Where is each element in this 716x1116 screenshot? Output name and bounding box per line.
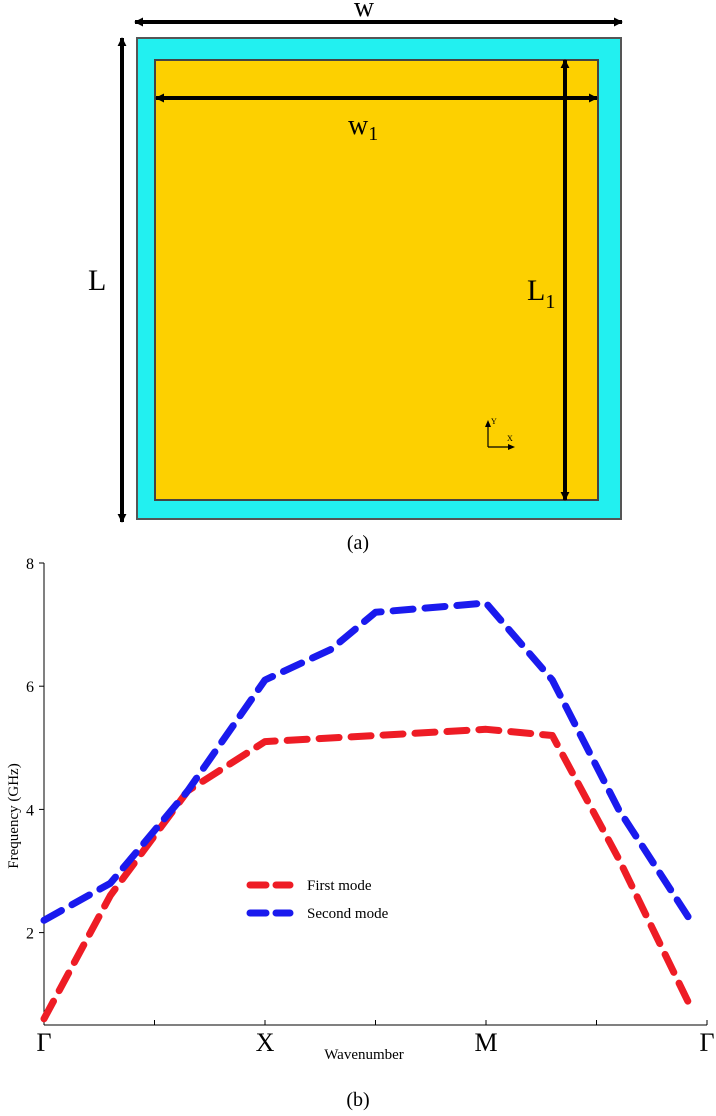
y-tick-label: 2 (26, 926, 34, 943)
caption-b: (b) (346, 1089, 369, 1111)
y-tick-label: 6 (26, 679, 34, 696)
axis-y-label: Y (491, 417, 497, 426)
l-label: L (88, 264, 106, 297)
series-line-1 (40, 725, 694, 1023)
x-tick-label: M (474, 1028, 497, 1057)
w-label: w (354, 0, 375, 23)
y-tick-label: 4 (26, 802, 34, 819)
chart-series (40, 599, 694, 1023)
x-tick-label: Γ (36, 1028, 51, 1057)
patch-rect (154, 59, 599, 501)
chart-axes: 2 4 6 8 Γ X M Γ (26, 556, 715, 1057)
series-line-2 (40, 599, 694, 924)
dispersion-chart: 2 4 6 8 Γ X M Γ First mode Second mode Frequency… (6, 556, 715, 1063)
y-tick-label: 8 (26, 556, 34, 573)
axis-x-label: X (507, 434, 513, 443)
chart-ylabel: Frequency (GHz) (6, 763, 22, 868)
chart-xlabel: Wavenumber (324, 1047, 404, 1063)
coordinate-axes-icon: Y X (485, 417, 515, 450)
chart-legend: First mode Second mode (246, 878, 389, 922)
legend-label: Second mode (307, 906, 389, 922)
w1-label: w1 (348, 110, 378, 145)
unit-cell-diagram: w w1 L L1 Y X (a) (88, 0, 623, 554)
legend-label: First mode (307, 878, 372, 894)
x-tick-label: Γ (699, 1028, 714, 1057)
l1-label: L1 (527, 274, 555, 313)
caption-a: (a) (347, 532, 369, 554)
x-tick-label: X (256, 1028, 275, 1057)
